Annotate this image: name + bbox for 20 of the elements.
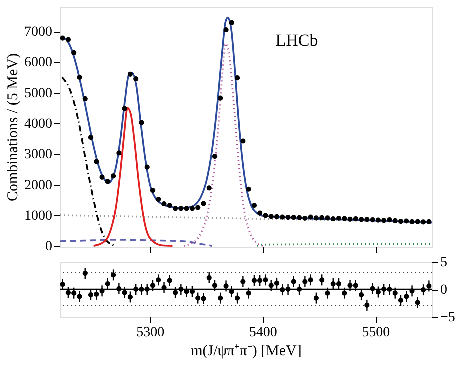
- x-tick-label: 5400: [249, 326, 278, 340]
- y-axis-title: Combinations / (5 MeV): [6, 54, 22, 202]
- y-tick-label: 3000: [24, 148, 52, 163]
- annotation: LHCb: [276, 31, 318, 50]
- y-tick-label: 6000: [24, 56, 52, 71]
- y-tick-label: 5000: [24, 86, 52, 102]
- y-tick-label: 5: [440, 256, 448, 270]
- line-series: [92, 107, 174, 247]
- x-tick-label: 5300: [136, 326, 165, 340]
- line-series: [60, 239, 214, 247]
- y-tick-label: 1000: [24, 208, 52, 224]
- line-series: [183, 42, 264, 247]
- y-tick-label: 7000: [24, 25, 52, 40]
- y-tick-label: 4000: [24, 116, 52, 132]
- x-tick-label: 5500: [362, 326, 390, 340]
- y-tick-label: 0: [440, 283, 448, 298]
- y-tick-label: 2000: [24, 178, 52, 194]
- x-axis-title: m(J/ψπ⁺π⁻) [MeV]: [191, 344, 302, 360]
- y-tick-label: 0: [46, 240, 52, 255]
- y-tick-label: −5: [440, 310, 456, 326]
